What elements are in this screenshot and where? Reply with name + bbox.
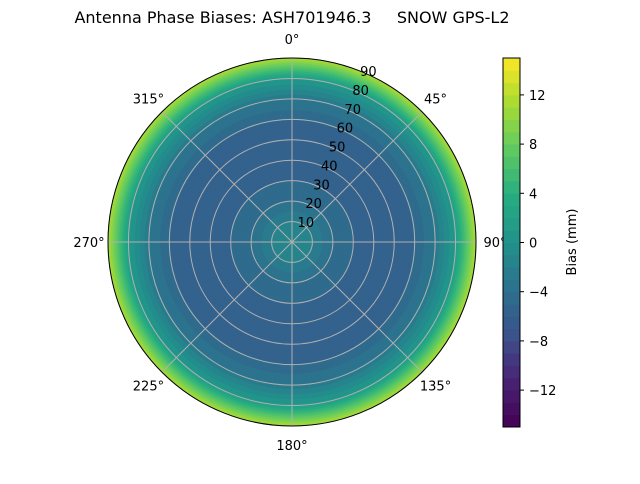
colorbar-level xyxy=(503,230,520,243)
colorbar-label: Bias (mm) xyxy=(565,209,580,276)
colorbar-tick-label: 8 xyxy=(529,138,537,153)
colorbar-level xyxy=(503,390,520,403)
colorbar-level xyxy=(503,131,520,145)
angular-gridline xyxy=(291,241,423,373)
colorbar-level xyxy=(503,414,520,428)
colorbar-tick-label: 0 xyxy=(529,237,537,252)
angular-gridline xyxy=(161,111,293,243)
radial-tick-label: 70 xyxy=(344,103,361,118)
colorbar-level xyxy=(503,254,520,268)
colorbar-level xyxy=(503,70,520,84)
colorbar-level xyxy=(503,365,520,379)
colorbar-level xyxy=(503,58,520,71)
colorbar-level xyxy=(503,168,520,182)
colorbar-level xyxy=(503,304,520,317)
angular-tick-label: 90° xyxy=(483,236,506,251)
colorbar-level xyxy=(503,119,520,133)
angular-gridline xyxy=(291,111,423,243)
colorbar-tick-label: −4 xyxy=(529,286,548,301)
colorbar-level xyxy=(503,156,520,170)
radial-tick-label: 80 xyxy=(352,84,369,99)
radial-tick-label: 40 xyxy=(321,159,338,174)
angular-tick-label: 180° xyxy=(276,439,307,454)
angular-tick-label: 45° xyxy=(424,92,447,107)
angular-tick-label: 135° xyxy=(420,380,451,395)
colorbar-level xyxy=(503,107,520,120)
colorbar-level xyxy=(503,279,520,293)
colorbar-level xyxy=(503,377,520,391)
colorbar-level xyxy=(503,193,520,207)
radial-tick-label: 20 xyxy=(305,197,322,212)
colorbar: 12 8 4 0 −4 −8 −12 xyxy=(502,57,556,428)
colorbar-level xyxy=(503,94,520,108)
colorbar-level xyxy=(503,402,520,416)
angular-tick-label: 270° xyxy=(73,236,104,251)
colorbar-level xyxy=(503,291,520,305)
radial-tick-label: 90 xyxy=(360,65,377,80)
colorbar-tick-label: −12 xyxy=(529,384,556,399)
colorbar-level xyxy=(503,267,520,280)
angular-tick-label: 0° xyxy=(285,33,300,48)
angular-gridline xyxy=(161,241,293,373)
colorbar-level xyxy=(503,181,520,194)
colorbar-level xyxy=(503,340,520,354)
angular-tick-labels: 0° 45° 90° 135° 180° 225° 270° 315° xyxy=(73,33,506,454)
colorbar-tick-label: 12 xyxy=(529,89,546,104)
colorbar-level xyxy=(503,353,520,366)
colorbar-level xyxy=(503,242,520,256)
colorbar-level xyxy=(503,217,520,231)
polar-frame xyxy=(107,57,477,427)
radial-tick-labels: 10 20 30 40 50 60 70 80 90 xyxy=(298,65,377,231)
colorbar-level xyxy=(503,144,520,157)
colorbar-level xyxy=(503,82,520,96)
colorbar-level xyxy=(503,316,520,330)
radial-tick-label: 30 xyxy=(313,178,330,193)
radial-tick-label: 50 xyxy=(329,141,346,156)
chart-title: Antenna Phase Biases: ASH701946.3 SNOW G… xyxy=(74,8,509,27)
colorbar-tick-label: −8 xyxy=(529,335,548,350)
angular-tick-label: 225° xyxy=(133,380,164,395)
colorbar-level xyxy=(503,205,520,219)
radial-tick-label: 60 xyxy=(337,122,354,137)
angular-tick-label: 315° xyxy=(133,92,164,107)
colorbar-tick-label: 4 xyxy=(529,187,537,202)
polar-grid xyxy=(107,57,477,427)
radial-tick-label: 10 xyxy=(298,216,315,231)
colorbar-level xyxy=(503,328,520,342)
